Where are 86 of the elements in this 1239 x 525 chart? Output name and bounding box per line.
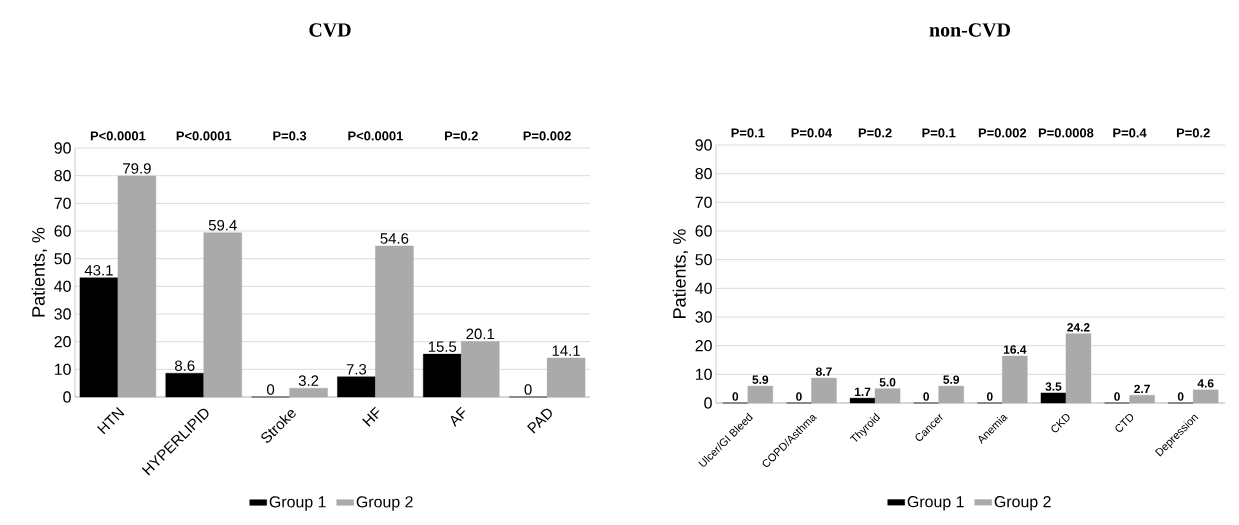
text: P=0.2 (1176, 128, 1210, 138)
bar (423, 353, 462, 398)
y-axis-title: Patients, % (31, 227, 47, 317)
y-tick-label: 80 (695, 168, 712, 180)
y-tick-label: 0 (704, 397, 712, 409)
text: P<0.0001 (348, 131, 403, 141)
data-label: 0 (1177, 392, 1184, 401)
data-label: 0 (1114, 392, 1120, 401)
text: P=0.2 (858, 128, 892, 138)
y-tick-label: 90 (54, 142, 71, 154)
data-label: 0 (923, 392, 930, 401)
text: P=0.04 (791, 128, 833, 138)
data-label: 5.0 (879, 378, 896, 387)
y-tick-label: 60 (695, 225, 712, 237)
chart-title: CVD (309, 23, 351, 37)
data-label: 7.3 (346, 364, 367, 375)
bar (747, 385, 774, 404)
y-tick-label: 20 (54, 336, 71, 348)
text: P=0.1 (731, 128, 765, 138)
data-label: 20.1 (466, 328, 495, 340)
data-label: 0 (732, 392, 739, 401)
data-label: 2.7 (1134, 384, 1150, 394)
data-label: 0 (796, 392, 802, 401)
y-tick-label: 20 (695, 340, 712, 352)
bar (874, 388, 901, 404)
bar (849, 397, 876, 404)
text: P<0.0001 (90, 131, 146, 141)
legend-label: Group 1 (907, 496, 964, 511)
data-label: 4.6 (1197, 379, 1214, 388)
y-tick-label: 40 (695, 282, 712, 294)
data-label: 24.2 (1067, 323, 1090, 332)
data-label: 3.5 (1045, 382, 1062, 391)
text: P<0.0001 (176, 131, 232, 141)
text: P=0.4 (1113, 128, 1147, 138)
text: P=0.0008 (1038, 128, 1094, 138)
data-label: 14.1 (552, 345, 580, 356)
y-tick-label: 70 (695, 196, 712, 208)
data-label: 8.6 (175, 360, 195, 371)
chart-title: non-CVD (929, 23, 1010, 37)
data-label: 0 (524, 384, 532, 395)
text: P=0.2 (445, 131, 478, 141)
y-tick-label: 70 (54, 197, 71, 209)
data-label: 79.9 (123, 163, 151, 174)
bar (1129, 395, 1155, 404)
data-label: 16.4 (1003, 345, 1027, 354)
data-label: 5.9 (752, 375, 769, 384)
bar (1193, 389, 1219, 404)
x-tick-label: HF (362, 406, 380, 427)
y-tick-label: 30 (54, 308, 71, 320)
y-tick-label: 10 (695, 368, 712, 380)
y-tick-label: 30 (695, 311, 712, 323)
text: P=0.002 (523, 131, 571, 141)
y-tick-label: 40 (54, 280, 71, 292)
text: P=0.002 (978, 128, 1027, 138)
data-label: 8.7 (816, 367, 832, 376)
data-label: 54.6 (380, 233, 409, 244)
data-label: 0 (986, 392, 993, 401)
bar (938, 385, 964, 404)
text: P=0.3 (273, 131, 307, 141)
data-label: 3.2 (298, 375, 319, 386)
data-label: 0 (267, 384, 275, 395)
y-tick-label: 90 (695, 139, 712, 151)
bar (165, 373, 204, 398)
data-label: 43.1 (84, 264, 113, 276)
bar (1040, 392, 1067, 404)
y-tick-label: 50 (695, 254, 712, 266)
data-label: 15.5 (428, 341, 457, 352)
x-tick-label: CTD (1115, 414, 1134, 432)
bar (337, 376, 376, 398)
text: P=0.1 (922, 128, 956, 138)
data-label: 5.9 (943, 375, 960, 384)
y-tick-label: 0 (63, 391, 71, 403)
legend-label: Group 1 (269, 496, 326, 511)
legend-label: Group 2 (994, 496, 1051, 511)
y-tick-label: 80 (54, 170, 71, 182)
x-tick-label: AF (450, 406, 466, 427)
data-label: 59.4 (208, 219, 237, 231)
y-tick-label: 10 (54, 363, 71, 375)
y-axis-title: Patients, % (672, 229, 688, 318)
bar (79, 277, 119, 398)
legend-label: Group 2 (356, 496, 413, 511)
data-label: 1.7 (855, 387, 871, 396)
y-tick-label: 50 (54, 253, 71, 265)
bar (811, 377, 837, 404)
y-tick-label: 60 (54, 225, 71, 237)
bar (289, 387, 328, 398)
